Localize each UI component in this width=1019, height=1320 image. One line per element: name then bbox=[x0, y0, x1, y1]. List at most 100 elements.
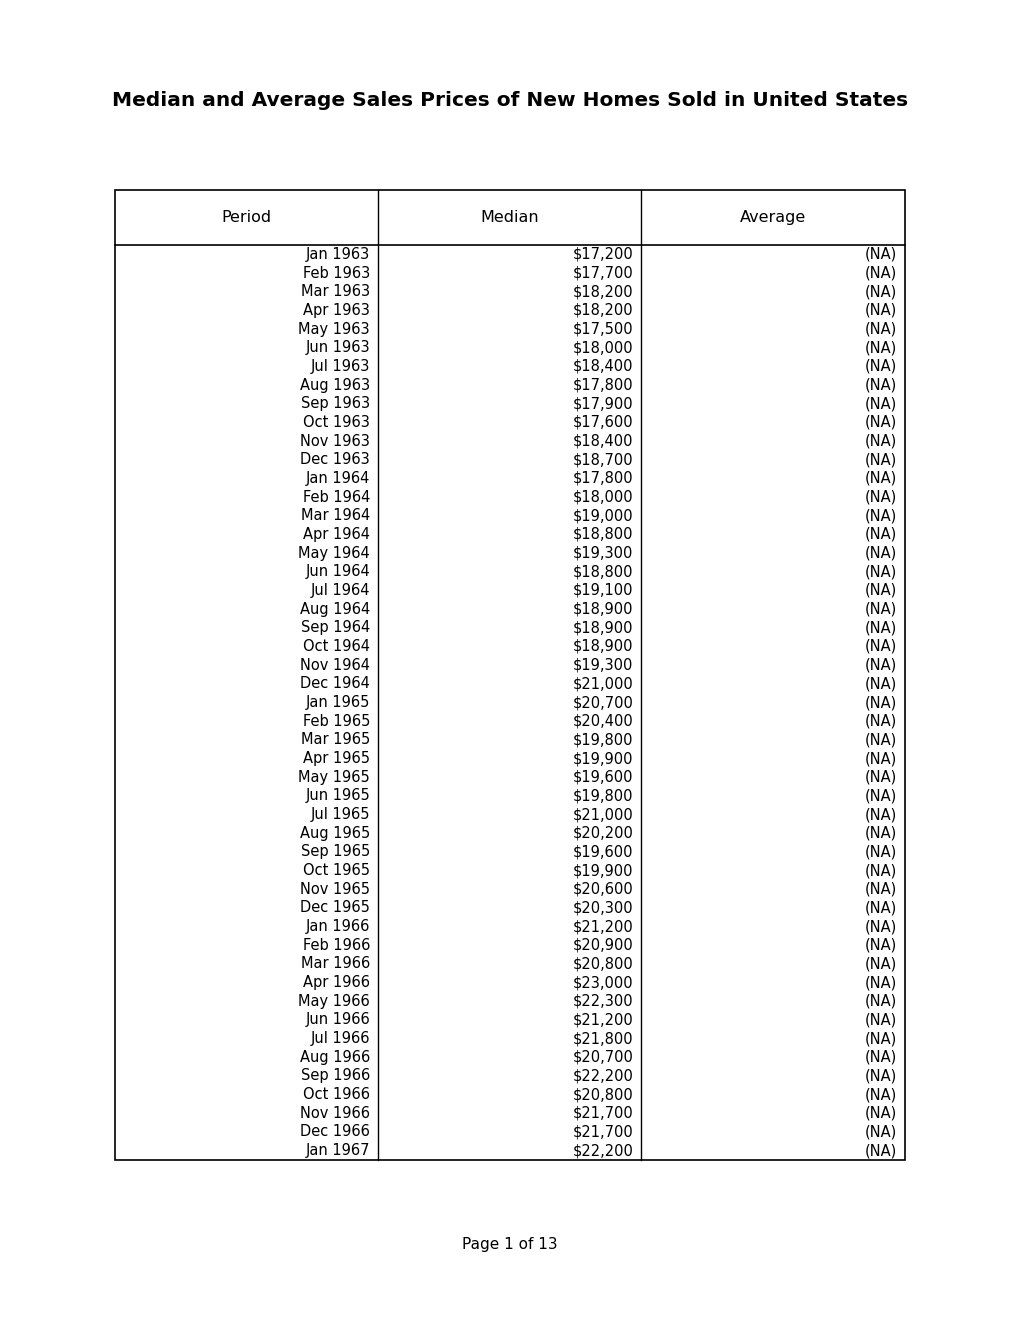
Text: (NA): (NA) bbox=[864, 433, 896, 449]
Text: (NA): (NA) bbox=[864, 1068, 896, 1084]
Text: $19,900: $19,900 bbox=[572, 751, 633, 766]
Text: (NA): (NA) bbox=[864, 583, 896, 598]
Text: (NA): (NA) bbox=[864, 882, 896, 896]
Text: (NA): (NA) bbox=[864, 1143, 896, 1158]
Text: Nov 1964: Nov 1964 bbox=[300, 657, 370, 673]
Text: (NA): (NA) bbox=[864, 1031, 896, 1047]
Text: Oct 1963: Oct 1963 bbox=[303, 414, 370, 430]
Text: (NA): (NA) bbox=[864, 639, 896, 653]
Text: (NA): (NA) bbox=[864, 807, 896, 822]
Text: Dec 1963: Dec 1963 bbox=[300, 453, 370, 467]
Text: (NA): (NA) bbox=[864, 657, 896, 673]
Text: (NA): (NA) bbox=[864, 845, 896, 859]
Text: Period: Period bbox=[221, 210, 271, 224]
Text: Jun 1966: Jun 1966 bbox=[305, 1012, 370, 1027]
Text: May 1964: May 1964 bbox=[298, 545, 370, 561]
Text: (NA): (NA) bbox=[864, 322, 896, 337]
Text: $20,700: $20,700 bbox=[572, 1049, 633, 1065]
Text: (NA): (NA) bbox=[864, 414, 896, 430]
Text: Dec 1964: Dec 1964 bbox=[300, 676, 370, 692]
Text: Dec 1965: Dec 1965 bbox=[300, 900, 370, 915]
Text: $21,200: $21,200 bbox=[572, 1012, 633, 1027]
Text: $19,100: $19,100 bbox=[572, 583, 633, 598]
Text: (NA): (NA) bbox=[864, 714, 896, 729]
Text: $18,000: $18,000 bbox=[572, 490, 633, 504]
Text: (NA): (NA) bbox=[864, 302, 896, 318]
Text: $21,000: $21,000 bbox=[572, 676, 633, 692]
Text: (NA): (NA) bbox=[864, 863, 896, 878]
Text: Apr 1963: Apr 1963 bbox=[303, 302, 370, 318]
Text: Aug 1965: Aug 1965 bbox=[300, 826, 370, 841]
Text: Median: Median bbox=[480, 210, 538, 224]
Text: Page 1 of 13: Page 1 of 13 bbox=[462, 1238, 557, 1253]
Text: Sep 1964: Sep 1964 bbox=[301, 620, 370, 635]
Text: $18,200: $18,200 bbox=[572, 284, 633, 300]
Text: Apr 1965: Apr 1965 bbox=[303, 751, 370, 766]
Text: (NA): (NA) bbox=[864, 471, 896, 486]
Text: (NA): (NA) bbox=[864, 900, 896, 915]
Text: Jan 1964: Jan 1964 bbox=[306, 471, 370, 486]
Text: (NA): (NA) bbox=[864, 733, 896, 747]
Text: Jul 1964: Jul 1964 bbox=[310, 583, 370, 598]
Text: Jul 1963: Jul 1963 bbox=[311, 359, 370, 374]
Text: $20,400: $20,400 bbox=[572, 714, 633, 729]
Text: $18,400: $18,400 bbox=[572, 359, 633, 374]
Text: $17,900: $17,900 bbox=[572, 396, 633, 412]
Text: Apr 1964: Apr 1964 bbox=[303, 527, 370, 543]
Text: $18,800: $18,800 bbox=[572, 527, 633, 543]
Text: $17,800: $17,800 bbox=[572, 471, 633, 486]
Text: $22,200: $22,200 bbox=[572, 1068, 633, 1084]
Text: $20,600: $20,600 bbox=[572, 882, 633, 896]
Text: Aug 1964: Aug 1964 bbox=[300, 602, 370, 616]
Text: (NA): (NA) bbox=[864, 1088, 896, 1102]
Text: $21,000: $21,000 bbox=[572, 807, 633, 822]
Text: Jun 1965: Jun 1965 bbox=[305, 788, 370, 804]
Text: $18,000: $18,000 bbox=[572, 341, 633, 355]
Text: Jan 1965: Jan 1965 bbox=[306, 696, 370, 710]
Text: Nov 1966: Nov 1966 bbox=[300, 1106, 370, 1121]
Text: Mar 1963: Mar 1963 bbox=[301, 284, 370, 300]
Text: (NA): (NA) bbox=[864, 1106, 896, 1121]
Text: (NA): (NA) bbox=[864, 696, 896, 710]
Text: $20,700: $20,700 bbox=[572, 696, 633, 710]
Text: (NA): (NA) bbox=[864, 1049, 896, 1065]
Text: $19,000: $19,000 bbox=[572, 508, 633, 523]
Text: (NA): (NA) bbox=[864, 919, 896, 935]
Text: $18,800: $18,800 bbox=[572, 564, 633, 579]
Text: $17,700: $17,700 bbox=[572, 265, 633, 281]
Text: $18,700: $18,700 bbox=[572, 453, 633, 467]
Text: Sep 1963: Sep 1963 bbox=[301, 396, 370, 412]
Text: $18,200: $18,200 bbox=[572, 302, 633, 318]
Text: $19,300: $19,300 bbox=[573, 657, 633, 673]
Text: $21,700: $21,700 bbox=[572, 1106, 633, 1121]
Text: (NA): (NA) bbox=[864, 975, 896, 990]
Text: Oct 1964: Oct 1964 bbox=[303, 639, 370, 653]
Text: Jan 1967: Jan 1967 bbox=[306, 1143, 370, 1158]
Text: Feb 1965: Feb 1965 bbox=[303, 714, 370, 729]
Text: Jul 1965: Jul 1965 bbox=[310, 807, 370, 822]
Text: $19,800: $19,800 bbox=[572, 733, 633, 747]
Text: $22,300: $22,300 bbox=[572, 994, 633, 1008]
Text: $18,400: $18,400 bbox=[572, 433, 633, 449]
Text: Dec 1966: Dec 1966 bbox=[300, 1125, 370, 1139]
Text: Feb 1964: Feb 1964 bbox=[303, 490, 370, 504]
Text: Oct 1965: Oct 1965 bbox=[303, 863, 370, 878]
Text: (NA): (NA) bbox=[864, 490, 896, 504]
Text: Aug 1966: Aug 1966 bbox=[300, 1049, 370, 1065]
Text: (NA): (NA) bbox=[864, 284, 896, 300]
Text: May 1966: May 1966 bbox=[298, 994, 370, 1008]
Text: (NA): (NA) bbox=[864, 788, 896, 804]
Text: Feb 1963: Feb 1963 bbox=[303, 265, 370, 281]
Text: $19,300: $19,300 bbox=[573, 545, 633, 561]
Text: $19,600: $19,600 bbox=[572, 770, 633, 784]
Text: $20,300: $20,300 bbox=[572, 900, 633, 915]
Text: Median and Average Sales Prices of New Homes Sold in United States: Median and Average Sales Prices of New H… bbox=[112, 91, 907, 110]
Text: (NA): (NA) bbox=[864, 564, 896, 579]
Text: $18,900: $18,900 bbox=[572, 602, 633, 616]
Text: (NA): (NA) bbox=[864, 751, 896, 766]
Text: $23,000: $23,000 bbox=[572, 975, 633, 990]
Text: $20,200: $20,200 bbox=[572, 826, 633, 841]
Text: $20,900: $20,900 bbox=[572, 937, 633, 953]
Text: (NA): (NA) bbox=[864, 957, 896, 972]
Text: Jan 1963: Jan 1963 bbox=[306, 247, 370, 261]
